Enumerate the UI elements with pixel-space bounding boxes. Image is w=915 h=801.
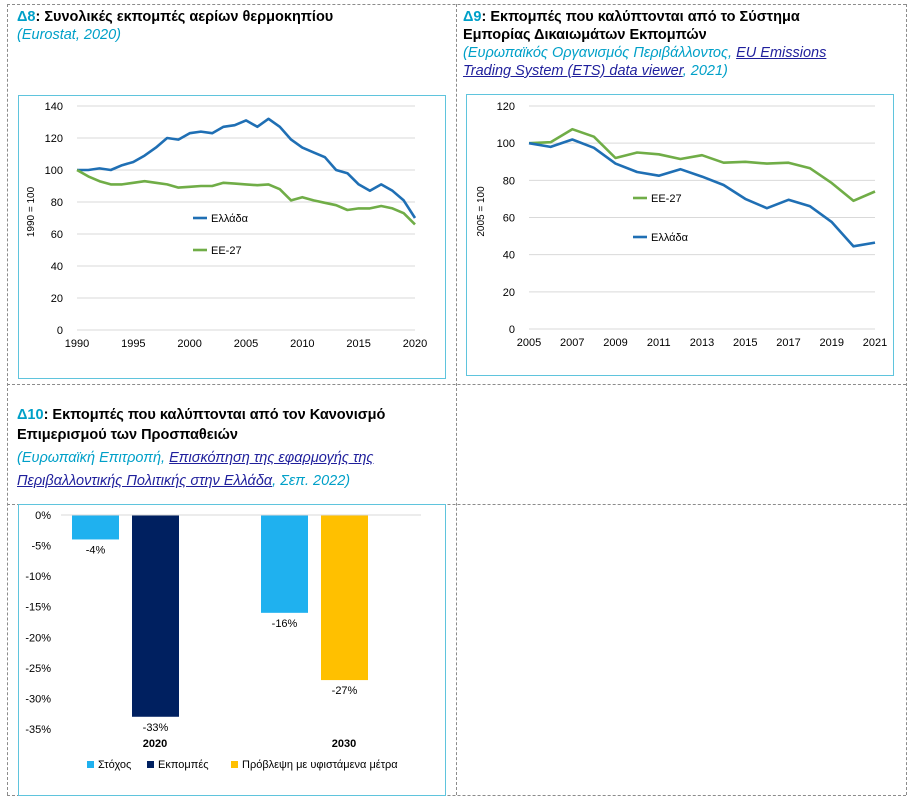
figure-title-line2: Εμπορίας Δικαιωμάτων Εκπομπών	[463, 27, 707, 43]
figure-number: Δ9	[463, 9, 482, 25]
x-tick-label: 2007	[560, 337, 584, 349]
caption-d9: Δ9: Εκπομπές που καλύπτονται από το Σύστ…	[463, 8, 826, 80]
y-tick-label: 140	[45, 101, 63, 113]
chart-d9-frame: 0 20 40 60 80 100 120 2005 2007 2009 2011 2013 2015 2…	[466, 94, 894, 376]
y-tick-label: 40	[51, 261, 63, 273]
y-tick-label: 80	[503, 175, 515, 187]
x-tick-label: 1990	[65, 338, 89, 350]
x-tick-label: 2015	[346, 338, 370, 350]
legend-marker	[147, 761, 154, 768]
y-tick-label: -20%	[25, 632, 51, 644]
x-tick-label: 2005	[517, 337, 541, 349]
x-tick-label: 2000	[177, 338, 201, 350]
figure-number: Δ10	[17, 407, 44, 423]
source-link-cont[interactable]: Περιβαλλοντικής Πολιτικής στην Ελλάδα	[17, 473, 273, 489]
y-tick-label: 0	[57, 325, 63, 337]
table-border-right	[906, 4, 907, 795]
x-category-label: 2030	[332, 738, 356, 750]
chart-d10: 0% -5% -10% -15% -20% -25% -30% -35% -4% -33% -16%…	[25, 510, 421, 771]
caption-d8: Δ8: Συνολικές εκπομπές αερίων θερμοκηπίο…	[17, 8, 333, 44]
bar	[72, 515, 119, 540]
x-tick-label: 2010	[290, 338, 314, 350]
y-tick-label: 20	[51, 293, 63, 305]
figure-source: (Eurostat, 2020)	[17, 27, 121, 43]
series-line	[76, 168, 416, 226]
x-tick-label: 2009	[603, 337, 627, 349]
x-tick-label: 2017	[776, 337, 800, 349]
x-tick-label: 2020	[403, 338, 427, 350]
legend-label: Στόχος	[98, 759, 131, 771]
y-tick-label: 80	[51, 197, 63, 209]
y-tick-label: 20	[503, 287, 515, 299]
table-column-divider	[456, 4, 457, 795]
x-tick-label: 1995	[121, 338, 145, 350]
y-tick-label: -35%	[25, 724, 51, 736]
series-line	[528, 138, 876, 248]
chart-d10-frame: 0% -5% -10% -15% -20% -25% -30% -35% -4% -33% -16%…	[18, 504, 446, 796]
source-link[interactable]: EU Emissions	[736, 45, 827, 61]
bar	[321, 515, 368, 681]
figure-title-line2: Επιμερισμού των Προσπαθειών	[17, 427, 238, 443]
y-axis-label: 1990 = 100	[26, 186, 37, 237]
legend-label: Ελλάδα	[651, 232, 689, 244]
y-tick-label: 60	[503, 213, 515, 225]
legend-marker	[87, 761, 94, 768]
legend-label: Ελλάδα	[211, 213, 249, 225]
legend-label: ΕΕ-27	[651, 193, 682, 205]
x-tick-label: 2019	[820, 337, 844, 349]
table-border-bottom	[7, 795, 906, 796]
y-tick-label: 100	[45, 165, 63, 177]
y-tick-label: 120	[45, 133, 63, 145]
caption-d10: Δ10: Εκπομπές που καλύπτονται από τον Κα…	[17, 405, 385, 491]
x-tick-label: 2021	[863, 337, 887, 349]
bar	[261, 515, 308, 613]
legend-label: ΕΕ-27	[211, 245, 242, 257]
legend-label: Πρόβλεψη με υφιστάμενα μέτρα	[242, 759, 398, 771]
figure-source: (Ευρωπαϊκή Επιτροπή,	[17, 450, 170, 466]
y-tick-label: 60	[51, 229, 63, 241]
figure-source: (Ευρωπαϊκός Οργανισμός Περιβάλλοντος,	[463, 45, 737, 61]
chart-d8: 0 20 40 60 80 100 120 140 1990 1995 2000 2005 2010 20…	[26, 101, 427, 350]
source-link[interactable]: Επισκόπηση της εφαρμογής της	[169, 450, 374, 466]
legend-marker	[231, 761, 238, 768]
figure-title: : Εκπομπές που καλύπτονται από τον Κανον…	[43, 407, 386, 423]
figure-title: : Συνολικές εκπομπές αερίων θερμοκηπίου	[35, 9, 334, 25]
data-label: -27%	[332, 685, 358, 697]
y-tick-label: -5%	[31, 541, 51, 553]
x-tick-label: 2005	[234, 338, 258, 350]
y-tick-label: 0	[509, 324, 515, 336]
table-border-left	[7, 4, 8, 795]
y-tick-label: -30%	[25, 693, 51, 705]
figure-source-end: , Σεπ. 2022)	[272, 473, 351, 489]
y-tick-label: 100	[497, 138, 515, 150]
y-tick-label: -15%	[25, 602, 51, 614]
data-label: -4%	[86, 544, 106, 556]
legend-label: Εκπομπές	[158, 759, 209, 771]
y-tick-label: -10%	[25, 571, 51, 583]
chart-d8-frame: 0 20 40 60 80 100 120 140 1990 1995 2000 2005 2010 20…	[18, 95, 446, 379]
x-tick-label: 2013	[690, 337, 714, 349]
x-category-label: 2020	[143, 738, 167, 750]
y-axis-label: 2005 = 100	[476, 186, 487, 237]
figure-number: Δ8	[17, 9, 36, 25]
chart-d9: 0 20 40 60 80 100 120 2005 2007 2009 2011 2013 2015 2…	[476, 101, 887, 349]
data-label: -16%	[272, 618, 298, 630]
x-tick-label: 2011	[647, 337, 671, 349]
y-tick-label: 40	[503, 250, 515, 262]
figure-title: : Εκπομπές που καλύπτονται από το Σύστημ…	[481, 9, 800, 25]
series-line	[528, 127, 876, 203]
data-label: -33%	[143, 722, 169, 734]
y-tick-label: 0%	[35, 510, 51, 522]
figure-source-end: , 2021)	[682, 63, 728, 79]
y-tick-label: -25%	[25, 663, 51, 675]
x-tick-label: 2015	[733, 337, 757, 349]
series-line	[77, 117, 417, 219]
y-tick-label: 120	[497, 101, 515, 113]
source-link-cont[interactable]: Trading System (ETS) data viewer	[463, 63, 683, 79]
bar	[132, 515, 179, 717]
